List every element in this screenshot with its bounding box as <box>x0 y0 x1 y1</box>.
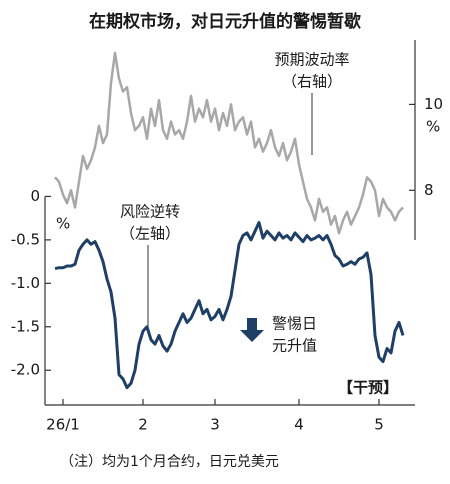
series-line <box>54 221 405 390</box>
y2-axis-unit: % <box>426 118 440 136</box>
x-tick-label: 5 <box>374 416 384 434</box>
y-tick-label: -1.5 <box>11 317 40 335</box>
y-tick-label: -2.0 <box>11 361 40 379</box>
x-tick-label: 4 <box>294 416 304 434</box>
y2-tick-label: 8 <box>424 181 434 199</box>
y-tick-label: -1.0 <box>11 274 40 292</box>
x-tick-label: 2 <box>138 416 148 434</box>
annotation: 风险逆转 <box>120 203 180 221</box>
arrow <box>240 318 264 342</box>
annotation: 警惕日 <box>272 315 317 333</box>
x-tick-label: 3 <box>210 416 220 434</box>
y-axis-unit: % <box>56 215 70 233</box>
y-tick-label: -0.5 <box>11 230 40 248</box>
chart-title: 在期权市场，对日元升值的警惕暂歇 <box>89 11 361 32</box>
series-line <box>54 51 404 235</box>
annotation: （右轴） <box>282 73 342 91</box>
annotation: 预期波动率 <box>274 51 349 69</box>
x-tick-label: 26/1 <box>46 416 80 434</box>
annotation: 【干预】 <box>338 379 398 397</box>
y2-tick-label: 10 <box>424 95 443 113</box>
note: （注）均为1个月合约，日元兑美元 <box>60 454 279 470</box>
annotation: （左轴） <box>120 225 180 243</box>
y-tick-label: 0 <box>30 187 40 205</box>
annotation: 元升值 <box>272 337 317 355</box>
